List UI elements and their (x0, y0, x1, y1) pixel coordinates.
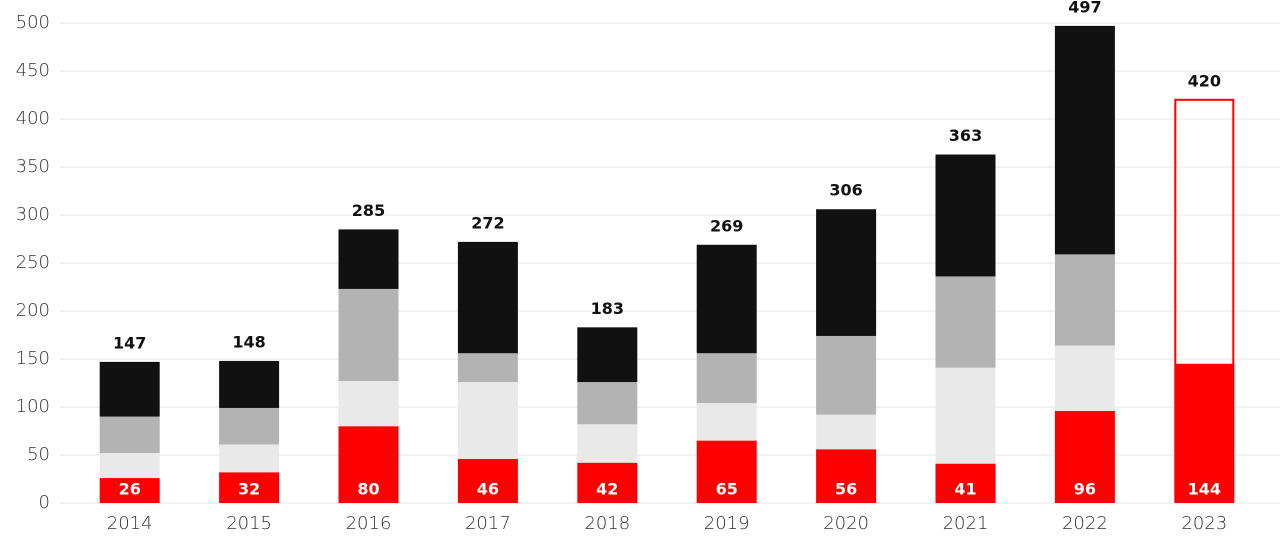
y-tick-label: 50 (27, 444, 50, 465)
bar-segment (696, 353, 757, 404)
y-tick-label: 0 (39, 492, 50, 513)
y-tick-label: 200 (16, 300, 50, 321)
bar-segment (338, 288, 399, 382)
segment-label: 41 (954, 480, 976, 499)
bar-segment (1054, 410, 1115, 503)
bar-segment (816, 414, 877, 450)
bar-segment (1054, 25, 1115, 255)
x-tick-label: 2021 (943, 513, 989, 534)
total-label: 148 (232, 332, 265, 351)
total-label: 269 (710, 216, 743, 235)
bar-segment (457, 241, 518, 354)
y-tick-label: 150 (16, 348, 50, 369)
x-tick-label: 2022 (1062, 513, 1108, 534)
x-tick-label: 2018 (584, 513, 630, 534)
segment-label: 96 (1074, 480, 1096, 499)
total-label: 306 (829, 181, 862, 200)
segment-label: 46 (477, 480, 499, 499)
bar-segment (219, 472, 280, 503)
bar-segment (816, 335, 877, 415)
x-tick-label: 2015 (226, 513, 272, 534)
y-tick-label: 350 (16, 156, 50, 177)
x-tick-label: 2019 (704, 513, 750, 534)
x-tick-label: 2014 (107, 513, 153, 534)
x-tick-label: 2020 (823, 513, 869, 534)
total-label: 147 (113, 333, 146, 352)
bar-segment (219, 444, 280, 473)
bar-segment (816, 209, 877, 336)
bar-segment (577, 462, 638, 503)
bar-segment (338, 381, 399, 427)
bar-segment (816, 449, 877, 503)
bar-segment (935, 463, 996, 503)
bar-segment (99, 361, 160, 417)
segment-label: 80 (357, 480, 379, 499)
total-label: 420 (1188, 71, 1221, 90)
x-tick-label: 2016 (346, 513, 392, 534)
segment-label: 42 (596, 480, 618, 499)
bar-segment (1174, 364, 1235, 503)
segment-label: 144 (1188, 480, 1221, 499)
segment-label: 65 (716, 480, 738, 499)
x-tick-label: 2017 (465, 513, 511, 534)
total-label: 272 (471, 213, 504, 232)
x-tick-label: 2023 (1181, 513, 1227, 534)
bar-segment (219, 360, 280, 408)
y-tick-label: 450 (16, 60, 50, 81)
bar-segment (99, 453, 160, 479)
bar-segment (457, 382, 518, 459)
outline-bar (1174, 98, 1235, 366)
bar-segment (99, 478, 160, 503)
y-tick-label: 300 (16, 204, 50, 225)
bar-segment (935, 154, 996, 277)
total-label: 285 (352, 201, 385, 220)
bar-segment (457, 353, 518, 383)
y-tick-label: 500 (16, 12, 50, 33)
total-label: 363 (949, 126, 982, 145)
segment-label: 32 (238, 480, 260, 499)
bar-segment (338, 426, 399, 503)
bar-segment (696, 440, 757, 503)
bar-segment (1054, 254, 1115, 346)
total-label: 183 (591, 299, 624, 318)
bar-segment (696, 244, 757, 354)
bar-segment (338, 229, 399, 289)
total-label: 497 (1068, 0, 1101, 16)
bar-segment (577, 424, 638, 463)
bar-segment (935, 276, 996, 368)
bar-segment (219, 407, 280, 445)
y-tick-label: 400 (16, 108, 50, 129)
y-tick-label: 100 (16, 396, 50, 417)
bar-segment (577, 382, 638, 425)
bar-segment (99, 416, 160, 454)
bar-segment (577, 327, 638, 383)
bar-segment (696, 403, 757, 441)
bar-segment (1054, 345, 1115, 411)
bar-segment (935, 367, 996, 464)
bar-segment (457, 458, 518, 503)
segment-label: 26 (119, 480, 141, 499)
y-tick-label: 250 (16, 252, 50, 273)
segment-label: 56 (835, 480, 857, 499)
